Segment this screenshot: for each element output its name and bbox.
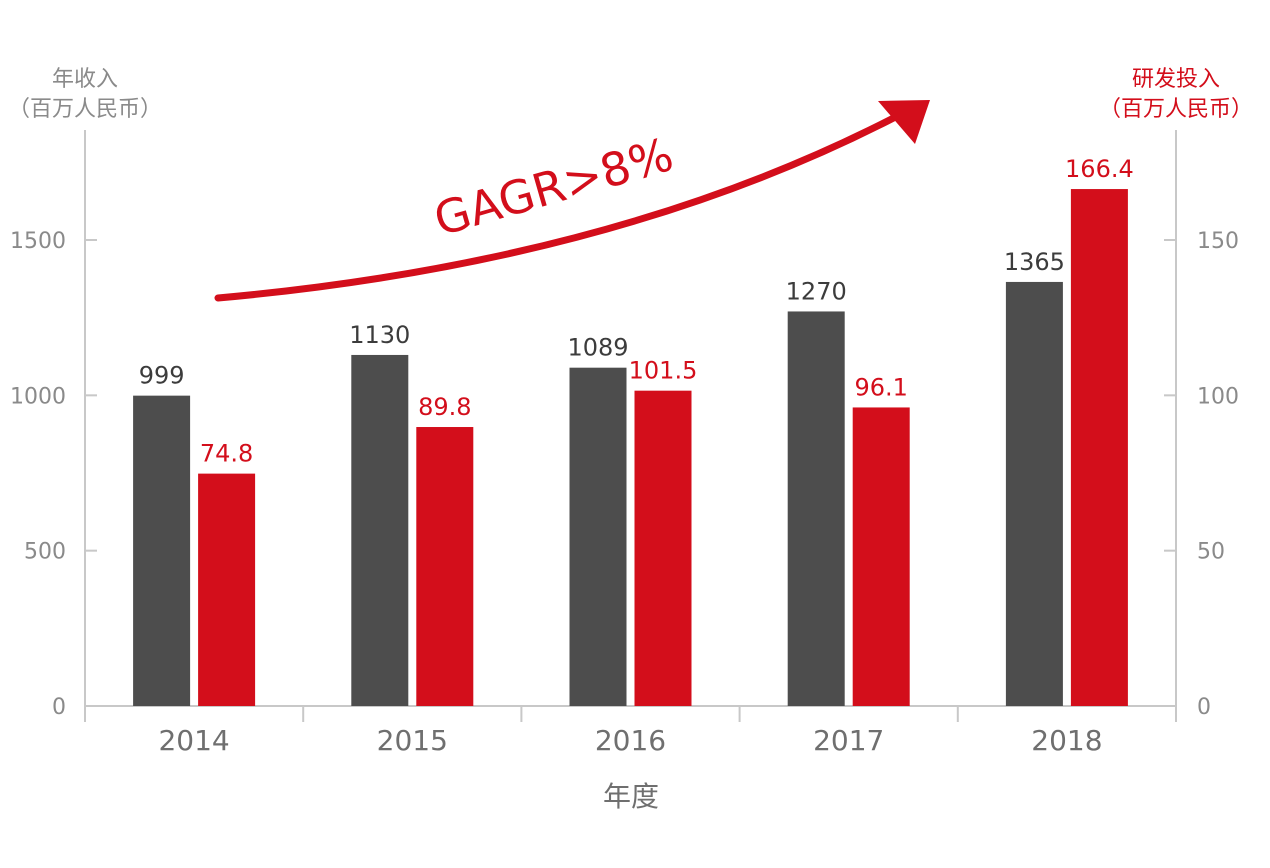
x-tick-label: 2017: [813, 724, 884, 757]
bar-rd: [198, 473, 256, 706]
y-right-title-line1: 研发投入: [1132, 67, 1220, 92]
x-ticks: 2014 2015 2016 2017 2018: [84, 706, 1177, 757]
y-right-tick-label: 100: [1197, 384, 1239, 409]
value-label-revenue: 1130: [349, 321, 410, 349]
growth-arrow-head: [878, 100, 930, 144]
x-tick-label: 2016: [595, 724, 666, 757]
value-label-revenue: 999: [139, 362, 185, 390]
growth-annotation: GAGR>8%: [428, 127, 679, 247]
y-left-tick-label: 1000: [10, 384, 66, 409]
bar-revenue: [1005, 281, 1063, 706]
value-label-rd: 74.8: [200, 440, 253, 468]
x-tick-label: 2018: [1031, 724, 1102, 757]
bar-revenue: [351, 354, 409, 706]
bar-rd: [634, 390, 692, 706]
bar-revenue: [787, 311, 845, 706]
bar-rd: [416, 427, 474, 706]
bar-rd: [1070, 189, 1128, 706]
y-right-tick-label: 50: [1197, 540, 1225, 565]
y-left-tick-label: 1500: [10, 229, 66, 254]
value-label-rd: 166.4: [1065, 155, 1134, 183]
value-label-revenue: 1089: [567, 334, 628, 362]
value-label-rd: 101.5: [629, 357, 698, 385]
y-left-ticks: 0 500 1000 1500: [10, 229, 97, 720]
bar-revenue: [133, 395, 191, 706]
value-label-revenue: 1365: [1004, 248, 1065, 276]
value-label-revenue: 1270: [786, 277, 847, 305]
value-label-rd: 89.8: [418, 393, 471, 421]
growth-arrow-curve: [214, 108, 909, 302]
bar-revenue: [569, 367, 627, 706]
x-axis-title: 年度: [603, 780, 659, 813]
value-label-rd: 96.1: [854, 373, 907, 401]
x-tick-label: 2014: [158, 724, 229, 757]
y-left-title-line2: （百万人民币）: [8, 97, 162, 122]
bars: [133, 189, 1128, 706]
x-tick-label: 2015: [377, 724, 448, 757]
y-left-title-line1: 年收入: [52, 67, 118, 92]
y-left-tick-label: 0: [52, 695, 66, 720]
y-left-tick-label: 500: [24, 540, 66, 565]
y-right-title-line2: （百万人民币）: [1099, 97, 1253, 122]
y-right-ticks: 0 50 100 150: [1164, 229, 1239, 720]
y-right-tick-label: 0: [1197, 695, 1211, 720]
y-right-tick-label: 150: [1197, 229, 1239, 254]
bar-rd: [852, 407, 910, 706]
